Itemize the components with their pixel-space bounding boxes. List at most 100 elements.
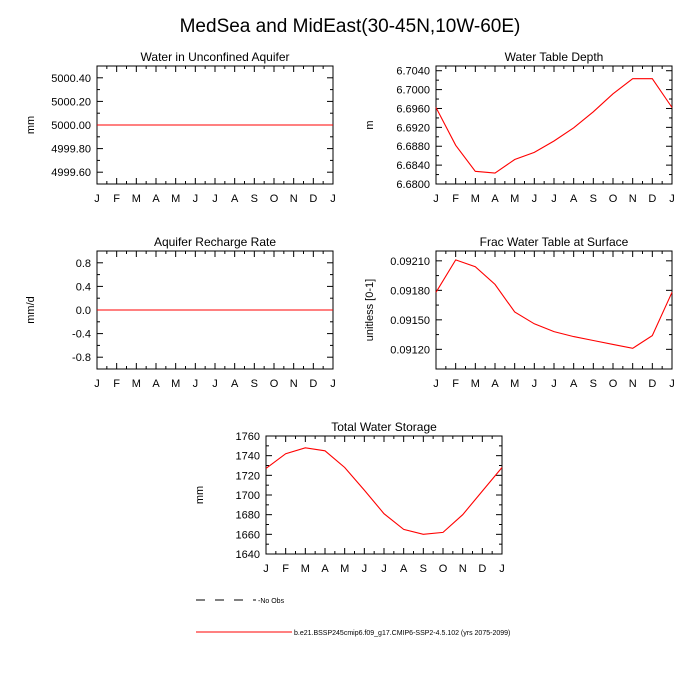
x-tick-label: O <box>270 193 279 205</box>
x-tick-label: M <box>132 378 141 390</box>
y-tick-label: 0.4 <box>76 281 91 293</box>
y-tick-label: 6.6800 <box>396 179 430 191</box>
x-tick-label: J <box>669 193 675 205</box>
chart-title: Water Table Depth <box>505 50 604 64</box>
x-tick-label: J <box>499 563 505 575</box>
x-tick-label: M <box>132 193 141 205</box>
x-tick-label: N <box>290 378 298 390</box>
x-tick-label: J <box>433 193 439 205</box>
x-tick-label: J <box>532 193 538 205</box>
x-tick-label: A <box>400 563 408 575</box>
x-tick-label: F <box>452 378 459 390</box>
x-tick-label: J <box>381 563 387 575</box>
y-tick-label: 6.6920 <box>396 122 430 134</box>
y-tick-label: 4999.80 <box>51 144 91 156</box>
x-tick-label: J <box>212 193 218 205</box>
y-tick-label: 5000.00 <box>51 120 91 132</box>
legend: -No Obs b.e21.BSSP245cmip6.f09_g17.CMIP6… <box>196 598 510 637</box>
x-tick-label: J <box>551 378 557 390</box>
x-tick-label: F <box>113 193 120 205</box>
x-tick-label: J <box>330 378 336 390</box>
y-tick-label: 6.6960 <box>396 103 430 115</box>
x-tick-label: J <box>263 563 269 575</box>
x-tick-label: D <box>309 378 317 390</box>
x-tick-label: D <box>478 563 486 575</box>
y-tick-label: 0.0 <box>76 305 91 317</box>
y-axis-label: mm <box>194 486 206 504</box>
x-tick-label: S <box>590 193 597 205</box>
x-tick-label: F <box>452 193 459 205</box>
y-tick-label: 4999.60 <box>51 167 91 179</box>
series-line <box>435 259 673 349</box>
x-tick-label: N <box>290 193 298 205</box>
y-tick-label: 1760 <box>236 431 260 443</box>
series-line <box>265 447 503 535</box>
x-tick-label: F <box>282 563 289 575</box>
y-tick-label: 1640 <box>236 549 260 561</box>
y-tick-label: 1740 <box>236 451 260 463</box>
x-tick-label: J <box>551 193 557 205</box>
x-tick-label: J <box>330 193 336 205</box>
y-tick-label: 1680 <box>236 510 260 522</box>
y-tick-label: 1660 <box>236 529 260 541</box>
x-tick-label: S <box>251 193 258 205</box>
x-tick-label: O <box>270 378 279 390</box>
x-tick-label: A <box>321 563 329 575</box>
x-tick-label: A <box>152 378 160 390</box>
y-tick-label: 1720 <box>236 470 260 482</box>
plot-frame <box>435 250 673 370</box>
x-tick-label: A <box>491 378 499 390</box>
x-tick-label: N <box>459 563 467 575</box>
x-tick-label: J <box>362 563 368 575</box>
series-line <box>435 78 673 174</box>
y-tick-label: 0.09120 <box>390 344 430 356</box>
x-tick-label: N <box>629 193 637 205</box>
x-tick-label: S <box>251 378 258 390</box>
x-tick-label: J <box>193 378 199 390</box>
x-tick-label: D <box>309 193 317 205</box>
x-tick-label: J <box>669 378 675 390</box>
x-tick-label: A <box>152 193 160 205</box>
figure-title: MedSea and MidEast(30-45N,10W-60E) <box>180 16 521 37</box>
y-axis-label: mm <box>25 116 37 134</box>
x-tick-label: J <box>94 378 100 390</box>
x-tick-label: A <box>491 193 499 205</box>
y-tick-label: -0.8 <box>72 352 91 364</box>
x-tick-label: J <box>193 193 199 205</box>
x-tick-label: M <box>510 193 519 205</box>
x-tick-label: M <box>510 378 519 390</box>
y-tick-label: 0.09180 <box>390 285 430 297</box>
y-tick-label: 5000.40 <box>51 73 91 85</box>
y-tick-label: 0.8 <box>76 258 91 270</box>
x-tick-label: O <box>439 563 448 575</box>
y-tick-label: 0.09150 <box>390 315 430 327</box>
x-tick-label: D <box>648 193 656 205</box>
chart-title: Total Water Storage <box>331 420 437 434</box>
y-tick-label: 6.6880 <box>396 141 430 153</box>
x-tick-label: M <box>301 563 310 575</box>
chart-title: Water in Unconfined Aquifer <box>141 50 290 64</box>
x-tick-label: O <box>609 378 618 390</box>
x-tick-label: M <box>471 378 480 390</box>
x-tick-label: S <box>420 563 427 575</box>
y-axis-label: unitless [0-1] <box>364 279 376 341</box>
x-tick-label: M <box>340 563 349 575</box>
y-axis-label: mm/d <box>25 296 37 324</box>
y-tick-label: 6.7000 <box>396 85 430 97</box>
x-tick-label: J <box>94 193 100 205</box>
legend-label-no-obs: -No Obs <box>258 598 285 605</box>
x-tick-label: J <box>532 378 538 390</box>
x-tick-label: M <box>171 193 180 205</box>
x-tick-label: N <box>629 378 637 390</box>
y-tick-label: 0.09210 <box>390 256 430 268</box>
x-tick-label: S <box>590 378 597 390</box>
y-tick-label: 6.6840 <box>396 160 430 172</box>
legend-label-model: b.e21.BSSP245cmip6.f09_g17.CMIP6-SSP2-4.… <box>294 630 510 637</box>
x-tick-label: D <box>648 378 656 390</box>
plot-frame <box>265 435 503 555</box>
